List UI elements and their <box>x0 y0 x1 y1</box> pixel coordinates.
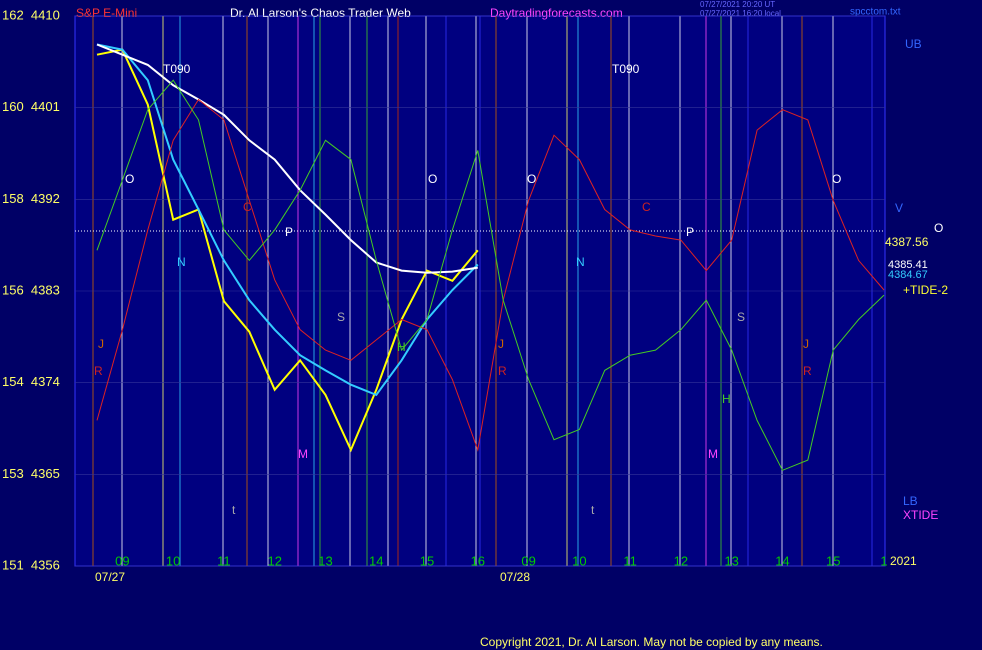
annotation: N <box>576 255 585 269</box>
annotation: R <box>498 364 507 378</box>
annotation: T090 <box>612 62 640 76</box>
annotation: O <box>934 221 943 235</box>
x-tick-label: 09 <box>521 553 535 568</box>
series-line <box>96 98 885 452</box>
y-tick-label: 158 4392 <box>2 191 60 206</box>
chart-title: Dr. Al Larson's Chaos Trader Web <box>230 6 411 20</box>
x-tick-label: 10 <box>572 553 586 568</box>
price-label: 4387.56 <box>885 235 929 249</box>
annotation: V <box>895 201 903 215</box>
x-tick-label: 13 <box>318 553 332 568</box>
x-tick-label: 15 <box>420 553 434 568</box>
y-tick-label: 160 4401 <box>2 99 60 114</box>
annotation: P <box>686 225 694 239</box>
x-tick-label: 13 <box>724 553 738 568</box>
annotation: C <box>243 200 252 214</box>
annotation: R <box>94 364 103 378</box>
annotation: P <box>285 225 293 239</box>
x-tick-label: 11 <box>623 553 637 568</box>
annotation: O <box>428 172 437 186</box>
date-label: 07/28 <box>500 570 530 584</box>
annotation: S <box>337 310 345 324</box>
annotation: t <box>591 503 595 517</box>
timestamp: 07/27/2021 20:20 UT <box>700 0 775 9</box>
x-tick-label: 14 <box>369 553 383 568</box>
site: Daytradingforecasts.com <box>490 6 623 20</box>
price-label: 4385.41 <box>888 259 928 271</box>
date-label: 07/27 <box>95 570 125 584</box>
annotation: N <box>177 255 186 269</box>
x-tick-label: 12 <box>267 553 281 568</box>
file-name: spcctom.txt <box>850 7 901 18</box>
y-tick-label: 151 4356 <box>2 557 60 572</box>
y-tick-label: 162 4410 <box>2 7 60 22</box>
annotation: M <box>708 447 718 461</box>
annotation: O <box>527 172 536 186</box>
timestamp: 07/27/2021 16:20 local <box>700 9 781 18</box>
annotation: UB <box>905 37 922 51</box>
x-tick-label: 10 <box>166 553 180 568</box>
x-tick-label: 11 <box>217 553 231 568</box>
x-tick-label: 12 <box>674 553 688 568</box>
year: 2021 <box>890 554 917 568</box>
instrument: S&P E-Mini <box>76 6 137 20</box>
annotation: R <box>803 364 812 378</box>
annotation: t <box>232 503 236 517</box>
annotation: J <box>803 337 809 351</box>
annotation: C <box>642 200 651 214</box>
annotation: J <box>498 337 504 351</box>
x-tick-label: 09 <box>115 553 129 568</box>
annotation: +TIDE-2 <box>903 283 948 297</box>
x-tick-label: 15 <box>826 553 840 568</box>
copyright: Copyright 2021, Dr. Al Larson. May not b… <box>480 635 823 649</box>
price-label: 4384.67 <box>888 269 928 281</box>
x-tick-label: 14 <box>775 553 789 568</box>
annotation: XTIDE <box>903 508 938 522</box>
series-line <box>96 43 479 397</box>
annotation: O <box>832 172 841 186</box>
annotation: M <box>298 447 308 461</box>
annotation: H <box>722 392 731 406</box>
series-line <box>96 43 478 274</box>
y-tick-label: 153 4365 <box>2 466 60 481</box>
annotation: LB <box>903 494 918 508</box>
annotation: T090 <box>163 62 191 76</box>
annotation: J <box>98 337 104 351</box>
y-tick-label: 154 4374 <box>2 374 60 389</box>
annotation: H <box>397 340 406 354</box>
annotation: S <box>737 310 745 324</box>
x-tick-label: 1 <box>880 553 887 568</box>
series-line <box>96 48 479 453</box>
y-tick-label: 156 4383 <box>2 282 60 297</box>
annotation: O <box>125 172 134 186</box>
series-line <box>96 79 885 471</box>
x-tick-label: 16 <box>471 553 485 568</box>
